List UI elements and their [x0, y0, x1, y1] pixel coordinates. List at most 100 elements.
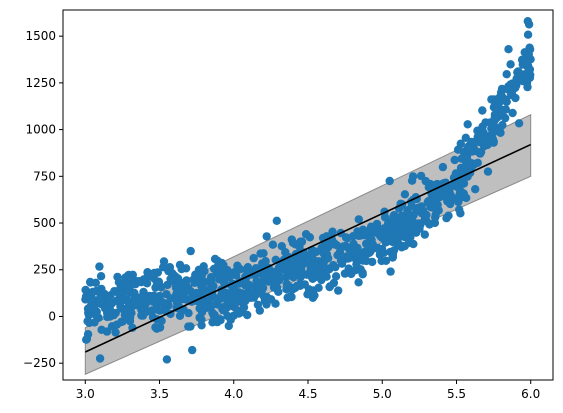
scatter-point	[347, 245, 356, 254]
scatter-point	[206, 273, 216, 282]
y-tick-label: 750	[33, 169, 56, 183]
scatter-point	[96, 272, 106, 281]
scatter-point	[302, 270, 311, 279]
scatter-point	[96, 297, 105, 306]
scatter-point	[496, 88, 506, 97]
scatter-point	[352, 260, 361, 269]
scatter-point	[296, 279, 305, 288]
scatter-point	[111, 308, 120, 318]
scatter-point	[149, 274, 158, 283]
scatter-point	[523, 30, 533, 39]
scatter-point	[103, 308, 112, 318]
x-tick-label: 3.0	[76, 387, 95, 401]
scatter-point	[362, 256, 371, 266]
scatter-point	[459, 189, 468, 198]
scatter-point	[471, 185, 480, 194]
scatter-point	[330, 239, 339, 248]
x-tick-label: 4.5	[298, 387, 317, 401]
scatter-point	[408, 172, 418, 181]
scatter-point	[303, 290, 312, 299]
scatter-point	[229, 292, 239, 301]
scatter-point	[217, 290, 226, 300]
scatter-point	[202, 303, 211, 312]
y-tick-label: 1250	[25, 76, 56, 90]
scatter-point	[451, 169, 461, 178]
scatter-point	[266, 277, 275, 286]
scatter-point	[512, 81, 521, 90]
scatter-point	[376, 249, 385, 258]
scatter-point	[206, 283, 216, 292]
scatter-point	[239, 303, 249, 312]
scatter-point	[162, 355, 172, 364]
scatter-point	[399, 223, 408, 232]
scatter-point	[135, 277, 144, 286]
scatter-point	[221, 304, 231, 313]
scatter-point	[141, 299, 150, 309]
scatter-point	[230, 268, 239, 277]
scatter-point	[157, 316, 166, 326]
scatter-point	[422, 210, 431, 220]
scatter-point	[262, 232, 271, 241]
scatter-point	[339, 242, 348, 251]
scatter-point	[337, 259, 347, 268]
y-tick-label: −250	[23, 356, 56, 370]
scatter-point	[363, 240, 372, 249]
scatter-point	[152, 300, 161, 310]
scatter-point	[274, 276, 284, 285]
scatter-point	[259, 249, 268, 258]
scatter-point	[455, 205, 464, 214]
scatter-point	[174, 281, 183, 290]
scatter-point	[186, 246, 195, 256]
scatter-point	[186, 322, 195, 331]
scatter-point	[281, 248, 290, 257]
scatter-point	[318, 260, 327, 269]
scatter-point	[299, 259, 309, 268]
scatter-point	[173, 274, 183, 283]
scatter-point	[475, 148, 484, 157]
y-tick-label: 0	[48, 309, 56, 323]
scatter-point	[216, 315, 225, 324]
scatter-point	[361, 227, 370, 236]
scatter-point	[125, 313, 135, 322]
scatter-point	[95, 262, 104, 271]
scatter-point	[504, 85, 513, 95]
y-tick-label: 250	[33, 263, 56, 277]
y-tick-label: 1000	[25, 123, 56, 137]
scatter-point	[220, 271, 229, 280]
scatter-point	[139, 287, 148, 297]
scatter-point	[334, 286, 343, 295]
scatter-point	[88, 287, 98, 296]
scatter-point	[410, 220, 420, 229]
scatter-point	[249, 253, 258, 263]
scatter-point	[400, 190, 410, 199]
scatter-point	[219, 260, 228, 270]
scatter-point	[354, 248, 363, 258]
scatter-point	[524, 50, 533, 59]
scatter-point	[125, 288, 134, 297]
scatter-point	[268, 240, 278, 249]
regression-line	[84, 143, 532, 353]
scatter-point	[438, 162, 448, 172]
scatter-point	[328, 227, 337, 236]
scatter-point	[514, 119, 524, 128]
scatter-point	[90, 318, 99, 327]
scatter-point	[463, 120, 472, 129]
scatter-point	[385, 176, 394, 186]
scatter-point	[210, 310, 219, 319]
scatter-point	[91, 310, 101, 319]
scatter-point	[442, 214, 451, 223]
scatter-point	[483, 167, 493, 176]
x-tick-label: 5.0	[373, 387, 392, 401]
scatter-point	[188, 345, 197, 355]
scatter-point	[91, 278, 101, 287]
scatter-point	[181, 280, 191, 289]
scatter-point	[360, 247, 369, 256]
scatter-point	[243, 310, 252, 320]
y-tick-label: 1500	[25, 29, 56, 43]
plot-area	[81, 17, 535, 376]
scatter-point	[489, 137, 498, 146]
scatter-point	[324, 254, 333, 263]
scatter-point	[407, 202, 416, 211]
scatter-point	[501, 96, 511, 106]
scatter-point	[322, 266, 332, 275]
